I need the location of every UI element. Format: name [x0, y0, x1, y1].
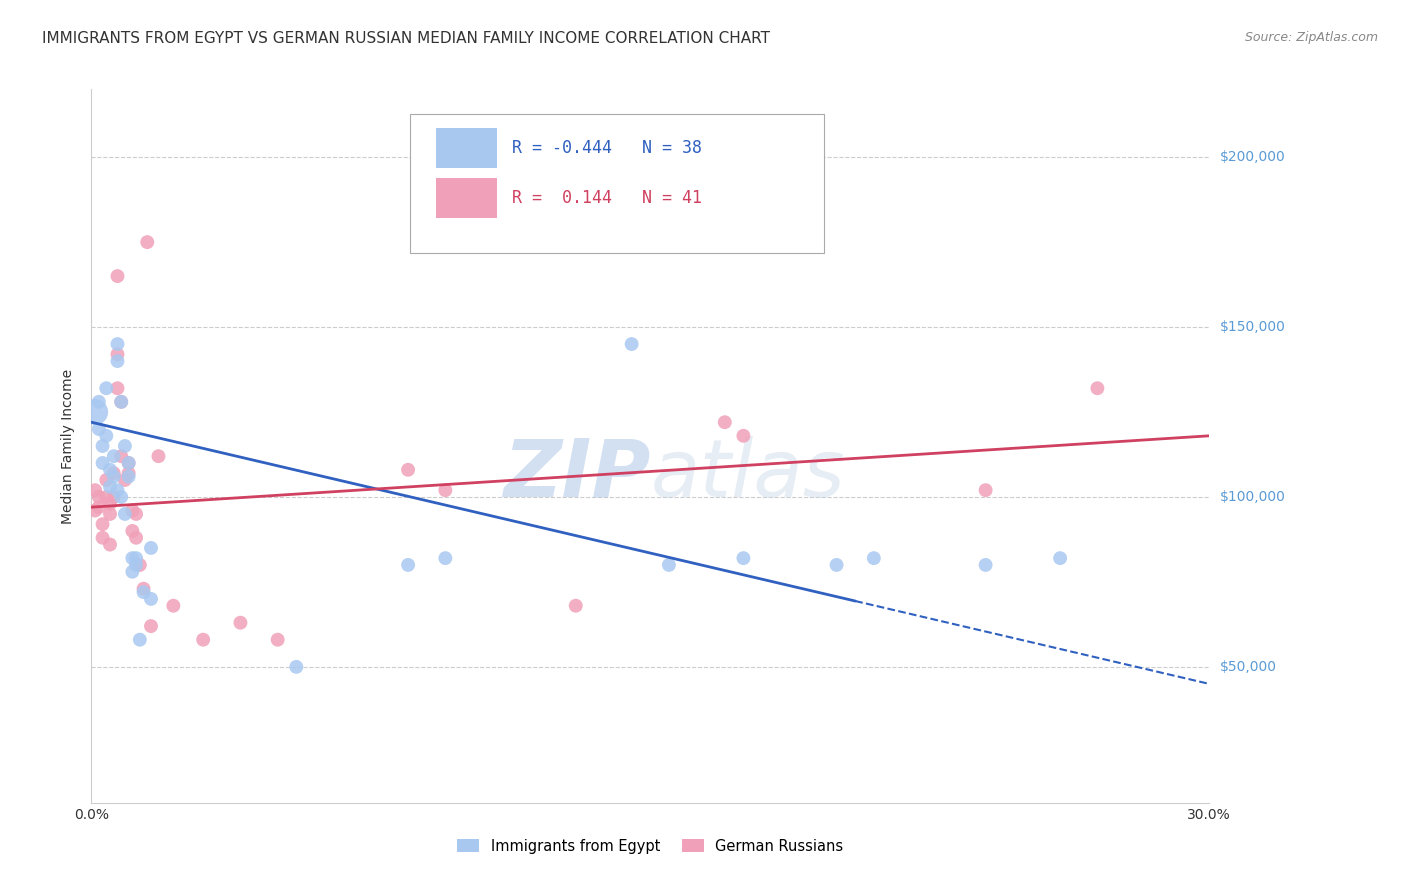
Legend: Immigrants from Egypt, German Russians: Immigrants from Egypt, German Russians — [451, 833, 849, 860]
Point — [84, 503, 107, 517]
Point — [125, 507, 148, 521]
Point — [132, 585, 155, 599]
Point — [110, 449, 132, 463]
Point — [162, 599, 184, 613]
Point — [125, 558, 148, 572]
Text: $200,000: $200,000 — [1220, 150, 1286, 164]
Point — [139, 541, 162, 555]
Text: ZIP: ZIP — [503, 435, 650, 514]
Point — [974, 483, 997, 498]
Point — [96, 490, 118, 504]
Point — [110, 490, 132, 504]
Point — [98, 480, 121, 494]
FancyBboxPatch shape — [436, 178, 498, 218]
Point — [125, 551, 148, 566]
Point — [1085, 381, 1108, 395]
Point — [107, 337, 129, 351]
Point — [139, 619, 162, 633]
Point — [118, 466, 141, 480]
Point — [110, 394, 132, 409]
Point — [396, 558, 419, 572]
Text: R =  0.144   N = 41: R = 0.144 N = 41 — [512, 189, 702, 207]
Point — [121, 551, 143, 566]
Point — [103, 466, 125, 480]
Point — [713, 415, 737, 429]
Point — [658, 558, 681, 572]
Point — [107, 381, 129, 395]
Point — [862, 551, 886, 566]
Point — [103, 449, 125, 463]
Y-axis label: Median Family Income: Median Family Income — [62, 368, 76, 524]
Point — [564, 599, 588, 613]
Point — [114, 439, 136, 453]
Text: Source: ZipAtlas.com: Source: ZipAtlas.com — [1244, 31, 1378, 45]
Point — [121, 503, 143, 517]
Point — [114, 473, 136, 487]
Point — [285, 660, 308, 674]
Point — [974, 558, 997, 572]
Point — [733, 551, 755, 566]
Point — [91, 456, 114, 470]
Point — [96, 381, 118, 395]
Point — [103, 490, 125, 504]
Point — [128, 558, 150, 572]
Point — [110, 394, 132, 409]
Point — [107, 347, 129, 361]
Text: R = -0.444   N = 38: R = -0.444 N = 38 — [512, 139, 702, 157]
Point — [1049, 551, 1071, 566]
Point — [87, 500, 110, 515]
Point — [114, 507, 136, 521]
Point — [96, 429, 118, 443]
Point — [136, 235, 159, 249]
Point — [107, 483, 129, 498]
Point — [84, 405, 107, 419]
Text: $150,000: $150,000 — [1220, 320, 1286, 334]
Point — [128, 632, 150, 647]
FancyBboxPatch shape — [411, 114, 824, 253]
Point — [103, 469, 125, 483]
Point — [107, 269, 129, 284]
Text: atlas: atlas — [650, 435, 845, 514]
Point — [91, 531, 114, 545]
Point — [121, 524, 143, 538]
FancyBboxPatch shape — [436, 128, 498, 168]
Point — [434, 551, 457, 566]
Point — [434, 483, 457, 498]
Point — [87, 422, 110, 436]
Point — [118, 456, 141, 470]
Text: $100,000: $100,000 — [1220, 490, 1286, 504]
Point — [620, 337, 643, 351]
Point — [107, 354, 129, 368]
Point — [139, 591, 162, 606]
Point — [125, 531, 148, 545]
Point — [96, 473, 118, 487]
Point — [98, 497, 121, 511]
Point — [118, 456, 141, 470]
Text: IMMIGRANTS FROM EGYPT VS GERMAN RUSSIAN MEDIAN FAMILY INCOME CORRELATION CHART: IMMIGRANTS FROM EGYPT VS GERMAN RUSSIAN … — [42, 31, 770, 46]
Point — [148, 449, 170, 463]
Point — [87, 490, 110, 504]
Point — [121, 565, 143, 579]
Point — [91, 439, 114, 453]
Point — [396, 463, 419, 477]
Point — [825, 558, 848, 572]
Point — [98, 507, 121, 521]
Point — [87, 394, 110, 409]
Point — [132, 582, 155, 596]
Point — [84, 483, 107, 498]
Point — [98, 463, 121, 477]
Text: $50,000: $50,000 — [1220, 660, 1277, 673]
Point — [733, 429, 755, 443]
Point — [191, 632, 214, 647]
Point — [118, 469, 141, 483]
Point — [266, 632, 290, 647]
Point — [91, 517, 114, 532]
Point — [98, 537, 121, 551]
Point — [229, 615, 252, 630]
